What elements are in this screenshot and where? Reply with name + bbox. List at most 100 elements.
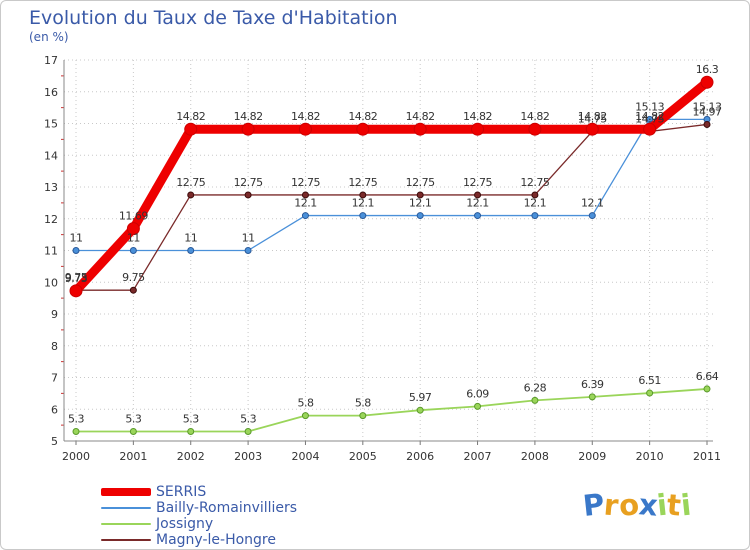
data-label-SERRIS: 14.82 [520, 110, 549, 123]
data-point-SERRIS [356, 122, 370, 136]
data-label-Jossigny: 5.8 [355, 397, 371, 410]
data-label-SERRIS: 14.82 [348, 110, 377, 123]
data-point-SERRIS [700, 75, 714, 89]
data-label-SERRIS: 14.82 [578, 110, 607, 123]
data-label-Jossigny: 5.3 [183, 412, 199, 425]
data-point-Jossigny [244, 427, 252, 435]
data-point-Magny-le-Hongre [301, 191, 309, 199]
data-label-Bailly-Romainvilliers: 12.1 [581, 197, 604, 210]
x-tick-label: 2007 [464, 450, 492, 463]
data-label-Jossigny: 5.97 [409, 391, 432, 404]
x-tick-label: 2005 [349, 450, 377, 463]
data-point-Jossigny [531, 396, 539, 404]
series-line-Jossigny [75, 388, 708, 433]
data-label-SERRIS: 9.73 [65, 272, 88, 285]
data-point-Magny-le-Hongre [187, 191, 195, 199]
x-tick-label: 2010 [636, 450, 664, 463]
data-label-Jossigny: 5.3 [125, 412, 141, 425]
data-label-Magny-le-Hongre: 9.75 [122, 271, 145, 284]
y-tick-label: 7 [51, 372, 58, 385]
data-point-SERRIS [643, 122, 657, 136]
data-point-Jossigny [301, 412, 309, 420]
series-line-SERRIS [71, 77, 712, 296]
legend: SERRIS Bailly-Romainvilliers Jossigny Magny… [101, 484, 297, 548]
data-point-Magny-le-Hongre [531, 191, 539, 199]
y-tick-label: 15 [44, 118, 58, 131]
data-label-Magny-le-Hongre: 12.75 [348, 176, 377, 189]
data-point-SERRIS [413, 122, 427, 136]
data-label-Magny-le-Hongre: 14.97 [693, 105, 722, 118]
data-label-Bailly-Romainvilliers: 12.1 [409, 197, 432, 210]
data-label-SERRIS: 14.82 [635, 110, 664, 123]
logo-letter: i [679, 487, 693, 523]
y-tick-label: 5 [51, 435, 58, 448]
y-tick-label: 11 [44, 245, 58, 258]
data-label-Magny-le-Hongre: 12.75 [291, 176, 320, 189]
x-tick-label: 2003 [234, 450, 262, 463]
data-point-Magny-le-Hongre [244, 191, 252, 199]
data-label-Magny-le-Hongre: 12.75 [234, 176, 263, 189]
x-tick-label: 2000 [62, 450, 90, 463]
data-point-Bailly-Romainvilliers [474, 212, 482, 220]
legend-label: Bailly-Romainvilliers [156, 500, 298, 516]
data-point-Bailly-Romainvilliers [359, 212, 367, 220]
data-label-Jossigny: 6.09 [466, 387, 489, 400]
y-tick-label: 9 [51, 308, 58, 321]
y-tick-label: 12 [44, 213, 58, 226]
data-label-Jossigny: 6.51 [638, 374, 661, 387]
data-label-Jossigny: 6.39 [581, 378, 604, 391]
legend-item: Bailly-Romainvilliers [101, 500, 297, 516]
data-point-Jossigny [588, 393, 596, 401]
data-label-Bailly-Romainvilliers: 12.1 [294, 197, 317, 210]
x-tick-label: 2002 [177, 450, 205, 463]
data-point-SERRIS [126, 222, 140, 236]
proxiti-logo: Proxiti [581, 487, 693, 523]
legend-label: Jossigny [156, 516, 214, 532]
legend-item: Magny-le-Hongre [101, 532, 297, 548]
y-tick-label: 16 [44, 86, 58, 99]
x-tick-label: 2006 [406, 450, 434, 463]
data-point-Jossigny [703, 385, 711, 393]
data-point-Bailly-Romainvilliers [416, 212, 424, 220]
data-point-Bailly-Romainvilliers [187, 247, 195, 254]
data-point-Bailly-Romainvilliers [72, 247, 80, 254]
data-label-SERRIS: 14.82 [234, 110, 263, 123]
data-label-Magny-le-Hongre: 12.75 [520, 176, 549, 189]
data-point-Bailly-Romainvilliers [531, 212, 539, 220]
data-label-SERRIS: 14.82 [463, 110, 492, 123]
data-point-SERRIS [184, 122, 198, 136]
data-point-Bailly-Romainvilliers [129, 247, 137, 254]
legend-swatch [101, 507, 151, 509]
y-tick-label: 6 [51, 403, 58, 416]
series-line-Bailly-Romainvilliers [75, 118, 708, 252]
data-point-Magny-le-Hongre [129, 286, 137, 294]
x-tick-label: 2008 [521, 450, 549, 463]
data-label-Bailly-Romainvilliers: 11 [184, 232, 197, 245]
data-point-Magny-le-Hongre [474, 191, 482, 199]
data-point-Jossigny [187, 427, 195, 435]
data-point-Jossigny [646, 389, 654, 397]
data-label-Jossigny: 5.3 [240, 412, 256, 425]
data-label-Bailly-Romainvilliers: 15.13 [635, 100, 664, 113]
data-point-Jossigny [359, 412, 367, 420]
data-label-Magny-le-Hongre: 9.75 [65, 271, 88, 284]
data-label-Bailly-Romainvilliers: 12.1 [524, 197, 547, 210]
legend-swatch [101, 488, 151, 496]
chart-title: Evolution du Taux de Taxe d'Habitation [29, 7, 398, 29]
data-label-Jossigny: 6.64 [696, 370, 719, 383]
data-label-Magny-le-Hongre: 14.75 [578, 112, 607, 125]
data-label-SERRIS: 14.82 [176, 110, 205, 123]
data-label-SERRIS: 11.69 [119, 210, 148, 223]
data-label-Bailly-Romainvilliers: 12.1 [466, 197, 489, 210]
data-point-Jossigny [416, 406, 424, 414]
data-point-Bailly-Romainvilliers [301, 212, 309, 220]
x-tick-label: 2001 [119, 450, 147, 463]
data-label-Bailly-Romainvilliers: 12.1 [352, 197, 375, 210]
y-tick-label: 10 [44, 276, 58, 289]
data-label-SERRIS: 16.3 [696, 63, 719, 76]
x-tick-label: 2004 [291, 450, 319, 463]
data-label-Jossigny: 5.8 [297, 397, 313, 410]
